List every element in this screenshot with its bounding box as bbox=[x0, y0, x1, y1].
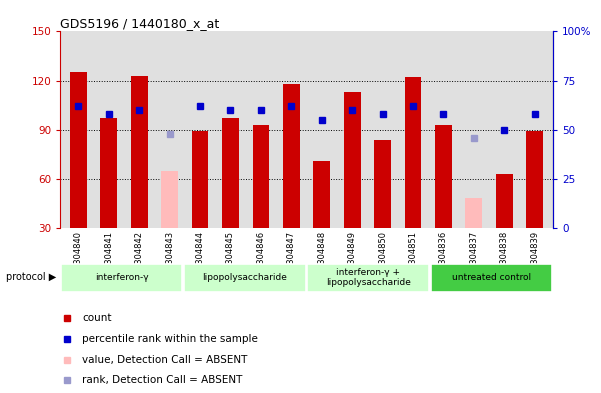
FancyBboxPatch shape bbox=[308, 264, 429, 292]
Bar bbox=[344, 92, 361, 228]
Bar bbox=[313, 161, 330, 228]
Text: untreated control: untreated control bbox=[452, 273, 531, 282]
Text: protocol ▶: protocol ▶ bbox=[6, 272, 56, 282]
Text: lipopolysaccharide: lipopolysaccharide bbox=[203, 273, 287, 282]
Bar bbox=[192, 131, 209, 228]
Bar bbox=[161, 171, 178, 228]
Text: percentile rank within the sample: percentile rank within the sample bbox=[82, 334, 258, 344]
Bar bbox=[252, 125, 269, 228]
Bar bbox=[70, 72, 87, 228]
Bar bbox=[496, 174, 513, 228]
Text: value, Detection Call = ABSENT: value, Detection Call = ABSENT bbox=[82, 354, 248, 365]
Bar bbox=[222, 118, 239, 228]
Bar bbox=[131, 75, 148, 228]
Text: rank, Detection Call = ABSENT: rank, Detection Call = ABSENT bbox=[82, 375, 243, 386]
FancyBboxPatch shape bbox=[61, 264, 182, 292]
Text: interferon-γ +
lipopolysaccharide: interferon-γ + lipopolysaccharide bbox=[326, 268, 410, 287]
FancyBboxPatch shape bbox=[431, 264, 552, 292]
Bar bbox=[435, 125, 452, 228]
Text: GDS5196 / 1440180_x_at: GDS5196 / 1440180_x_at bbox=[60, 17, 219, 30]
Bar bbox=[404, 77, 421, 228]
Text: count: count bbox=[82, 313, 112, 323]
Bar bbox=[526, 131, 543, 228]
Text: interferon-γ: interferon-γ bbox=[95, 273, 148, 282]
Bar bbox=[374, 140, 391, 228]
FancyBboxPatch shape bbox=[185, 264, 305, 292]
Bar bbox=[465, 198, 482, 228]
Bar bbox=[100, 118, 117, 228]
Bar bbox=[283, 84, 300, 228]
